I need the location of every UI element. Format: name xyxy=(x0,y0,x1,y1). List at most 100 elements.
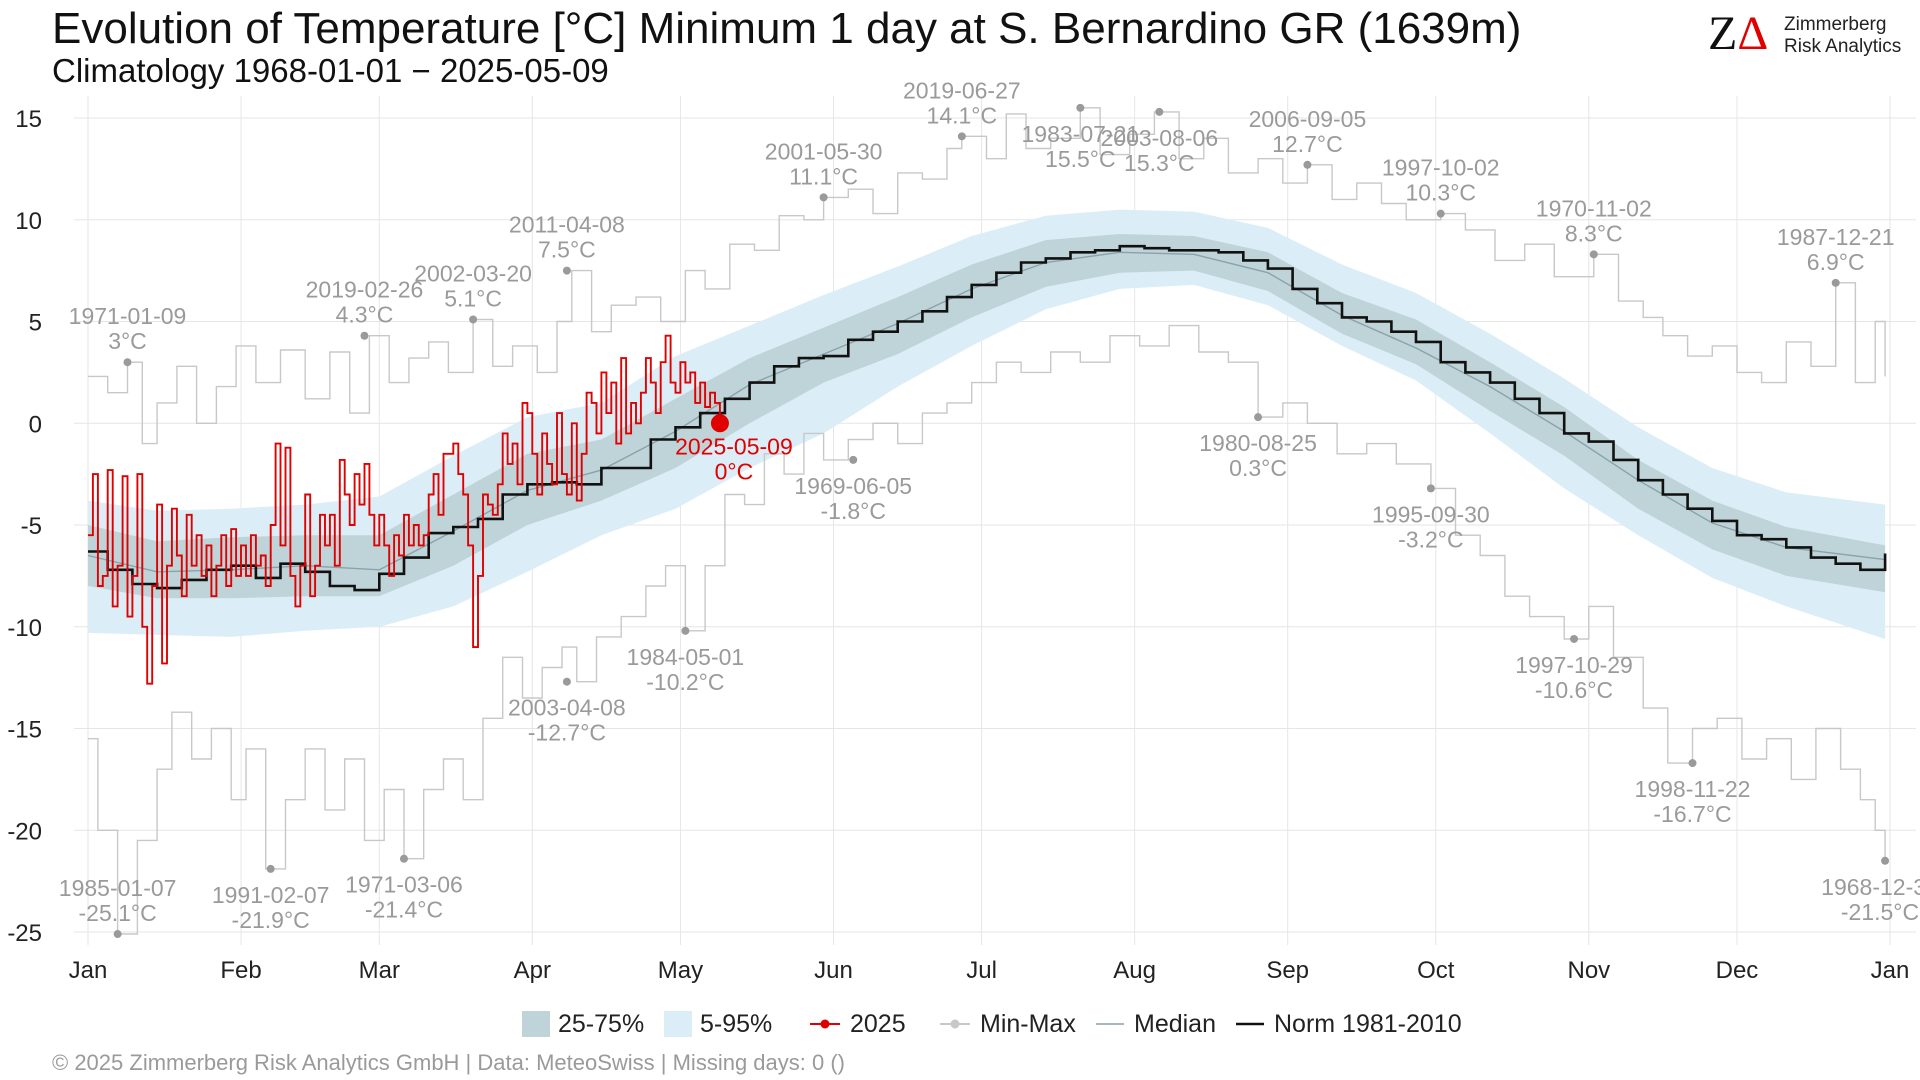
record-dot xyxy=(1303,160,1312,169)
record-dot xyxy=(1155,107,1164,116)
record-value-label: 7.5°C xyxy=(538,237,596,263)
record-value-label: 15.5°C xyxy=(1045,146,1116,172)
record-date-label: 1971-01-09 xyxy=(69,303,187,329)
band-25-75 xyxy=(88,234,1886,599)
legend-dot-current xyxy=(820,1019,830,1029)
record-dot xyxy=(266,864,275,873)
record-dot xyxy=(1688,759,1697,768)
y-tick-label: -10 xyxy=(7,615,42,642)
current-year-line xyxy=(88,334,721,685)
current-marker-dot xyxy=(710,414,729,433)
percentile-bands xyxy=(88,209,1886,639)
logo-line2: Risk Analytics xyxy=(1784,36,1902,57)
legend-label: Norm 1981-2010 xyxy=(1274,1010,1462,1038)
y-tick-label: -5 xyxy=(21,513,42,540)
record-dot xyxy=(123,358,132,367)
record-value-label: -25.1°C xyxy=(79,900,157,926)
norm-line-group xyxy=(88,244,1887,592)
legend-item: 2025 xyxy=(810,1010,906,1038)
record-value-label: 3°C xyxy=(108,328,147,354)
y-tick-label: 0 xyxy=(29,411,42,438)
record-dot xyxy=(957,132,966,141)
x-tick-label: Oct xyxy=(1417,957,1455,984)
record-dot xyxy=(562,266,571,275)
current-marker-value: 0°C xyxy=(715,458,754,484)
record-dot xyxy=(399,854,408,863)
record-date-label: 1997-10-02 xyxy=(1382,155,1500,181)
record-value-label: 14.1°C xyxy=(927,102,998,128)
x-tick-label: Aug xyxy=(1113,957,1156,984)
y-tick-label: 5 xyxy=(29,310,42,337)
legend-label: Median xyxy=(1134,1010,1216,1038)
record-date-label: 1984-05-01 xyxy=(627,644,745,670)
legend-label: 25-75% xyxy=(558,1010,644,1038)
record-dot xyxy=(1426,484,1435,493)
y-tick-label: -20 xyxy=(7,818,42,845)
record-date-label: 2011-04-08 xyxy=(509,212,625,238)
record-date-label: 1971-03-06 xyxy=(345,872,463,898)
record-value-label: -21.4°C xyxy=(365,897,443,923)
record-value-label: -16.7°C xyxy=(1653,801,1731,827)
y-tick-label: 10 xyxy=(15,208,42,235)
record-value-label: 12.7°C xyxy=(1272,131,1343,157)
legend-swatch-band-25-75 xyxy=(522,1011,550,1037)
record-value-label: 8.3°C xyxy=(1565,220,1623,246)
record-dot xyxy=(1589,250,1598,259)
record-date-label: 2003-08-06 xyxy=(1100,125,1218,151)
record-date-label: 1983-07-21 xyxy=(1022,121,1140,147)
logo-mark: ZΔ xyxy=(1708,7,1769,60)
record-value-label: 11.1°C xyxy=(789,163,858,189)
record-dot xyxy=(819,193,828,202)
record-date-label: 2003-04-08 xyxy=(508,695,626,721)
x-tick-label: Mar xyxy=(359,957,400,984)
record-date-label: 1991-02-07 xyxy=(212,882,330,908)
legend: 25-75% 5-95% 2025 Min-Max Median Norm 1981-20… xyxy=(522,1010,1462,1038)
record-value-label: -1.8°C xyxy=(821,498,886,524)
record-date-label: 1980-08-25 xyxy=(1199,430,1317,456)
record-value-label: 15.3°C xyxy=(1124,150,1195,176)
x-tick-label: May xyxy=(658,957,703,984)
record-dot xyxy=(1436,209,1445,218)
chart-subtitle: Climatology 1968-01-01 − 2025-05-09 xyxy=(52,52,609,89)
y-tick-label: -25 xyxy=(7,920,42,947)
record-value-label: 5.1°C xyxy=(444,285,502,311)
y-tick-label: -15 xyxy=(7,717,42,744)
legend-item: Norm 1981-2010 xyxy=(1236,1010,1462,1038)
record-value-label: 10.3°C xyxy=(1405,180,1476,206)
x-tick-label: Jul xyxy=(966,957,997,984)
min-envelope-line xyxy=(88,324,1886,935)
record-value-label: -12.7°C xyxy=(528,720,606,746)
record-dot xyxy=(562,677,571,686)
record-annotations: 1971-01-093°C 2019-02-264.3°C 2002-03-205.… xyxy=(59,77,1920,939)
x-tick-label: Sep xyxy=(1266,957,1309,984)
footer-credit: © 2025 Zimmerberg Risk Analytics GmbH | … xyxy=(52,1050,845,1075)
record-date-label: 2019-02-26 xyxy=(306,277,424,303)
record-date-label: 1970-11-02 xyxy=(1536,195,1652,221)
record-date-label: 2019-06-27 xyxy=(903,77,1021,103)
current-marker-date: 2025-05-09 xyxy=(675,433,793,459)
legend-item: 5-95% xyxy=(664,1010,772,1038)
record-value-label: 4.3°C xyxy=(336,302,394,328)
x-tick-label: Jan xyxy=(1871,957,1910,984)
x-tick-label: Apr xyxy=(514,957,551,984)
legend-item: 25-75% xyxy=(522,1010,644,1038)
axis-labels: 15 10 5 0 -5 -10 -15 -20 -25 Jan Feb Mar Apr May Jun Ju… xyxy=(7,106,1909,984)
record-date-label: 1968-12-30 xyxy=(1821,874,1920,900)
logo-text: Zimmerberg Risk Analytics xyxy=(1784,14,1901,58)
x-tick-label: Jun xyxy=(814,957,853,984)
record-date-label: 1998-11-22 xyxy=(1635,776,1751,802)
record-dot xyxy=(1570,634,1579,643)
record-date-label: 2006-09-05 xyxy=(1249,106,1367,132)
record-value-label: 6.9°C xyxy=(1807,249,1865,275)
record-value-label: -21.5°C xyxy=(1841,899,1919,925)
legend-label: 2025 xyxy=(850,1010,906,1038)
record-dot xyxy=(849,455,858,464)
logo-line1: Zimmerberg xyxy=(1784,14,1887,35)
record-dot xyxy=(360,331,369,340)
legend-label: Min-Max xyxy=(980,1010,1076,1038)
record-dot xyxy=(1881,856,1890,865)
record-date-label: 1969-06-05 xyxy=(794,473,912,499)
record-value-label: 0.3°C xyxy=(1229,455,1287,481)
record-date-label: 2001-05-30 xyxy=(765,138,883,164)
